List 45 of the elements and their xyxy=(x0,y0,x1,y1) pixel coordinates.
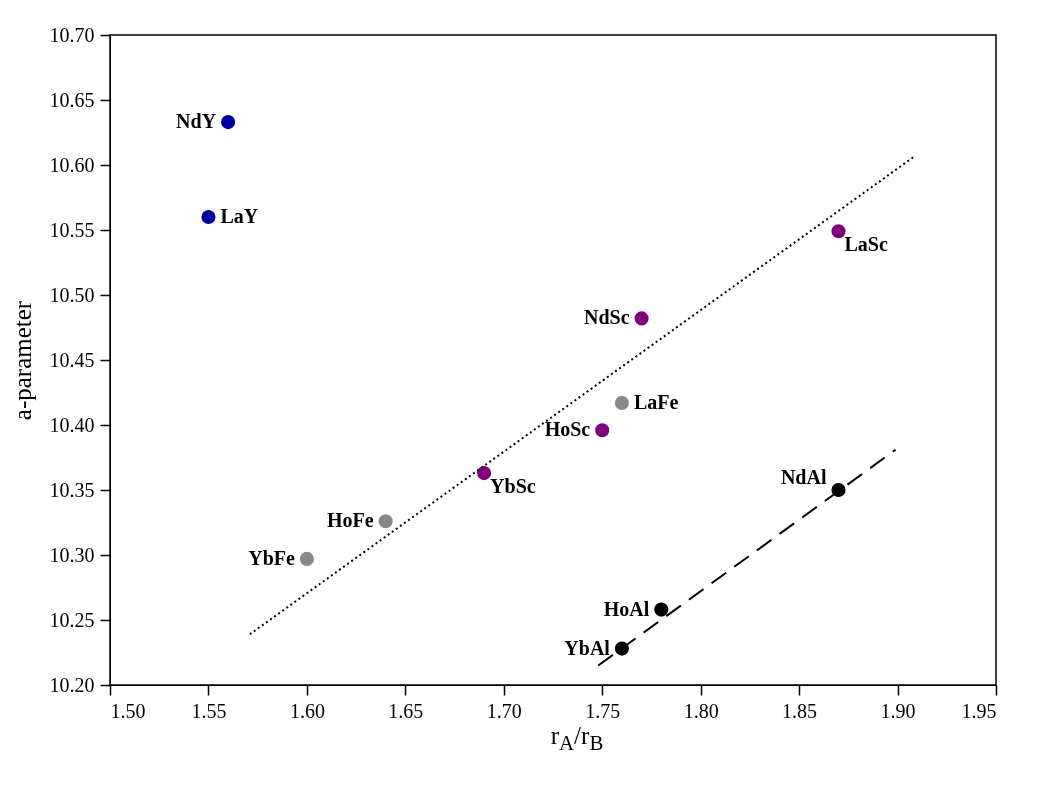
y-tick-label: 10.55 xyxy=(49,218,95,241)
annotation: YbFe xyxy=(248,546,295,569)
annotation: LaY xyxy=(220,205,259,227)
point xyxy=(634,311,649,326)
x-tick-label: 1.50 xyxy=(110,699,146,722)
y-tick-label: 10.45 xyxy=(49,348,95,371)
point xyxy=(221,115,236,130)
annotation: LaSc xyxy=(844,233,888,256)
x-tick-label: 1.80 xyxy=(683,699,719,722)
point xyxy=(299,551,314,566)
annotation: NdAl xyxy=(780,466,827,488)
x-tick-label: 1.75 xyxy=(585,699,621,722)
annotation: HoFe xyxy=(326,509,374,532)
y-tick-label: 10.65 xyxy=(49,88,95,111)
x-tick-label: 1.65 xyxy=(388,699,424,722)
point xyxy=(595,423,610,438)
x-axis-title: r$_{A}$/r$_{B}$ xyxy=(549,722,605,756)
y-tick-label: 10.60 xyxy=(49,153,95,176)
y-tick-label: 10.50 xyxy=(49,283,95,306)
annotation: NdY xyxy=(176,110,217,133)
annotation: NdSc xyxy=(584,306,630,329)
x-tick-label: 1.70 xyxy=(486,699,522,722)
annotation: YbAl xyxy=(564,636,611,659)
y-tick-label: 10.20 xyxy=(49,673,95,696)
annotation: YbSc xyxy=(490,475,536,498)
annotation: HoSc xyxy=(544,418,591,441)
x-tick-label: 1.95 xyxy=(961,699,997,722)
x-tick-label: 1.60 xyxy=(289,699,325,722)
point xyxy=(378,514,393,529)
point xyxy=(614,395,629,410)
point xyxy=(477,466,492,481)
y-tick-label: 10.25 xyxy=(49,608,95,631)
y-tick-label: 10.40 xyxy=(49,413,95,436)
point xyxy=(654,602,669,617)
y-tick-label: 10.70 xyxy=(49,23,95,46)
y-axis-title: a-parameter xyxy=(8,300,36,421)
annotation: LaFe xyxy=(633,390,679,413)
x-tick-label: 1.85 xyxy=(782,699,818,722)
point xyxy=(831,224,846,239)
y-tick-label: 10.35 xyxy=(49,478,95,501)
point xyxy=(201,209,216,225)
y-tick-label: 10.30 xyxy=(49,543,95,566)
annotation: HoAl xyxy=(603,597,650,620)
x-tick-label: 1.90 xyxy=(880,699,916,722)
x-tick-label: 1.55 xyxy=(191,699,227,722)
